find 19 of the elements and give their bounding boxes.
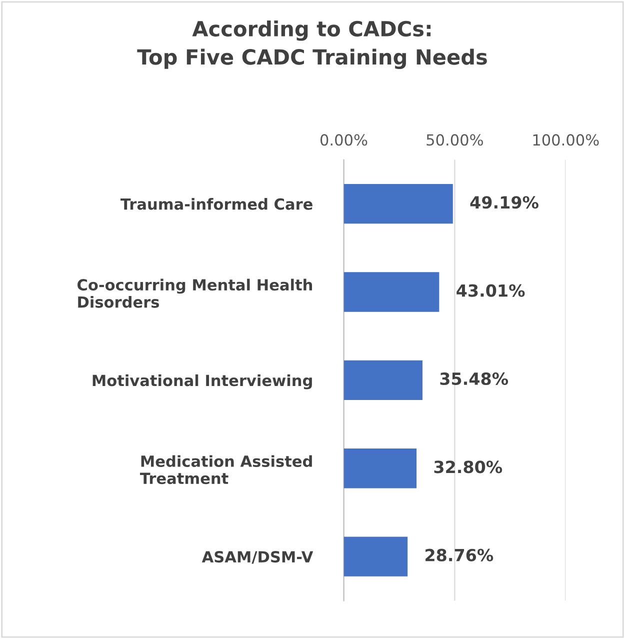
y-tick-label: Co-occurring Mental Health Disorders <box>78 278 312 308</box>
bar <box>344 184 453 224</box>
data-label: 32.80% <box>434 460 502 474</box>
x-tick-label: 50.00% <box>426 134 483 146</box>
x-tick-label: 100.00% <box>533 134 599 146</box>
bar <box>344 360 422 400</box>
y-tick-label: Motivational Interviewing <box>92 374 312 390</box>
y-tick-label: Trauma-informed Care <box>120 198 312 210</box>
chart-title: According to CADCs: Top Five CADC Training Needs <box>137 20 487 70</box>
data-label: 49.19% <box>470 196 538 209</box>
bar <box>344 448 417 488</box>
y-tick-label: ASAM/DSM-V <box>202 551 314 564</box>
data-label: 28.76% <box>426 548 494 562</box>
x-tick-label: 0.00% <box>320 134 368 146</box>
y-tick-label: Medication Assisted Treatment <box>140 455 312 484</box>
bar <box>344 536 408 576</box>
bar <box>344 272 440 312</box>
data-label: 35.48% <box>440 372 508 386</box>
data-label: 43.01% <box>456 284 525 297</box>
